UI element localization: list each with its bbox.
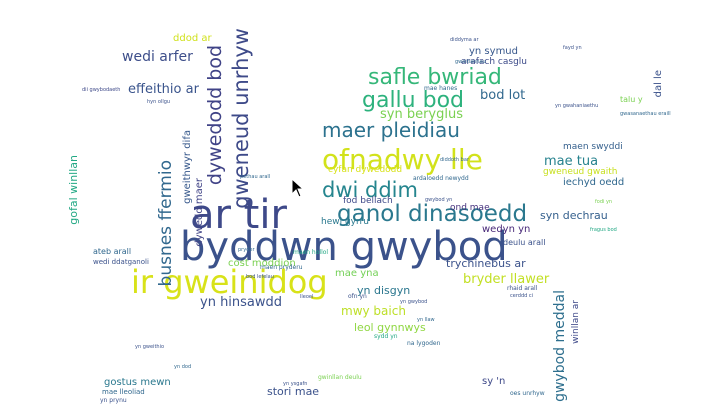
word: syn dechrau (540, 209, 608, 222)
word: dywedd maer (194, 178, 205, 247)
word: fragus bod (590, 227, 617, 233)
word: lleoel (300, 294, 314, 300)
word: ofnadwy lle (322, 143, 483, 176)
word: fod bellach (343, 196, 393, 206)
word: yn gwybod (400, 299, 428, 305)
word: ardaloedd newydd (413, 175, 469, 182)
word: bod lot (480, 88, 526, 103)
word: yn disgyn (357, 284, 411, 297)
word: busnes ffermio (156, 160, 176, 287)
word: oes unrhyw (510, 390, 545, 397)
word: iechyd oedd (563, 177, 625, 188)
word: bryder llawer (463, 272, 550, 287)
word: gweneud gwaith (543, 167, 618, 177)
word: sy 'n (482, 376, 506, 387)
word: bod lefelau (246, 274, 274, 280)
word: winllan ar (571, 300, 581, 344)
word: gallu bod (362, 88, 464, 113)
word: trychinebus ar (446, 257, 526, 270)
word: gwybod meddal (552, 290, 568, 402)
word: yn gwahaniaethu (555, 103, 599, 109)
word: wedyn yn (482, 224, 531, 235)
word: mwy baich (341, 304, 406, 318)
word: fayd yn (563, 45, 582, 51)
word: syn beryglus (380, 107, 464, 122)
word: effeithio ar (128, 82, 199, 97)
word: byddwn gwybod (180, 224, 508, 270)
word: ar tir (190, 192, 287, 238)
word: fodi yn (595, 199, 613, 205)
word: yn llaw (417, 317, 435, 323)
word: cyfan dywedodd (328, 165, 403, 175)
word: maer pleidiau (322, 118, 460, 142)
word: maen swyddi (563, 142, 623, 152)
word: gwybod yn (425, 197, 453, 203)
word: yn symud (469, 46, 518, 57)
word: dii gwybodaeth (82, 87, 121, 93)
word: gweithwyr difa (182, 130, 193, 204)
word: cost moddion (228, 258, 296, 269)
word: safle bwriad (368, 65, 502, 90)
word: na lygoden (407, 340, 441, 347)
word: yn hinsawdd (200, 295, 283, 310)
word: mae tua (544, 154, 599, 169)
word: gostus mewn (104, 377, 171, 388)
word: dal le (653, 70, 664, 98)
word: yn ysgafn (283, 381, 308, 387)
word: wedi ddatganoli (93, 258, 149, 266)
word: yn gweithio (135, 344, 165, 350)
word: arafach casglu (461, 57, 527, 67)
word: gofal winllan (67, 155, 80, 225)
word: maen pryderu (260, 264, 303, 271)
word: sydd yn (374, 333, 398, 340)
word: hewl gyrru (321, 217, 369, 227)
word: dwi ddim (322, 178, 418, 202)
word: diddoth bar (440, 157, 469, 163)
word: diddyma ar (450, 37, 479, 43)
word: gwinllan deulu (318, 374, 362, 381)
word: wedi arfer (122, 49, 193, 65)
word: yn prynu (100, 397, 127, 404)
word: gwaitiannau (455, 59, 486, 65)
word: rhaid arall (507, 285, 538, 292)
word: ond mae (450, 203, 490, 213)
word: yn dod (174, 364, 192, 370)
word: ganol dinasoedd (337, 201, 528, 227)
word: mae yna (335, 268, 379, 279)
word: stori mae (267, 385, 320, 398)
word: dywedodd bod (204, 45, 226, 186)
word: gweneud unrhyw (229, 28, 253, 209)
word: leol gynnwys (354, 321, 426, 334)
word: maen hollol (293, 249, 329, 256)
mouse-cursor-icon (291, 178, 305, 198)
word: talu y (620, 95, 643, 104)
word: deulu arall (503, 238, 546, 247)
word: ateb arall (93, 247, 132, 256)
word: cerddd ci (510, 293, 534, 299)
word: ir gweinidog (131, 263, 328, 301)
word: ofn yn (348, 293, 367, 300)
word: pethau arall (240, 174, 271, 180)
word: mae lleoliad (102, 388, 145, 396)
word: pryder (238, 247, 255, 253)
word: mae hanes (424, 85, 458, 92)
word: ddod ar (173, 33, 212, 44)
word: gwasanaethau eraill (620, 111, 671, 117)
word: hyn ollgu (147, 99, 171, 105)
